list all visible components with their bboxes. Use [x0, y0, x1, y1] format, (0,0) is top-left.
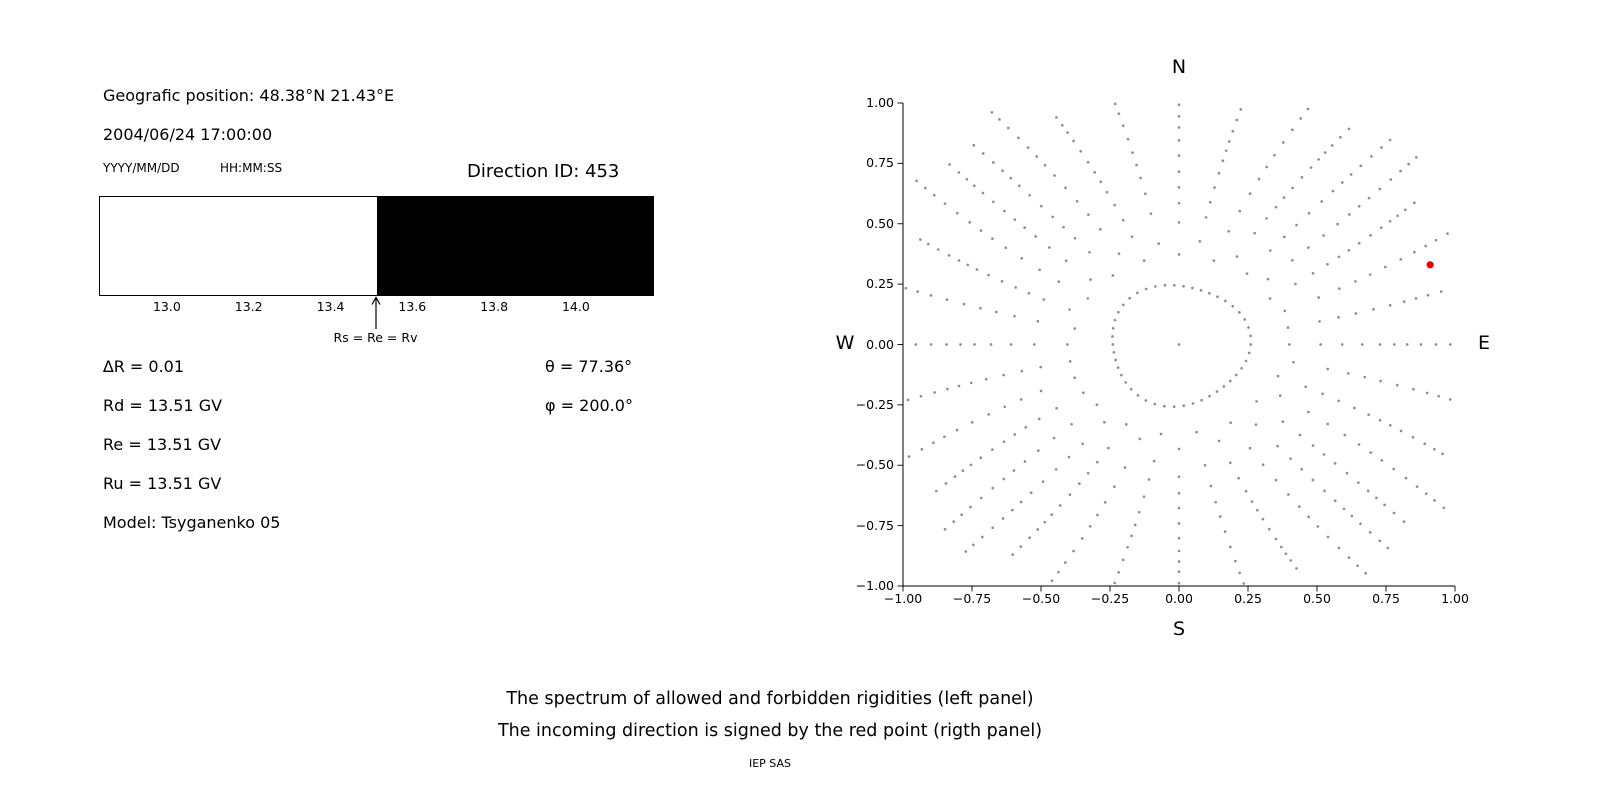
y-tick-label: −0.75 — [855, 517, 894, 533]
param-model: Model: Tsyganenko 05 — [103, 513, 281, 532]
direction-scatter-plot — [897, 102, 1456, 592]
compass-east-label: E — [1477, 332, 1491, 354]
caption-line-2: The incoming direction is signed by the … — [497, 721, 1043, 741]
x-tick-label: 1.00 — [1441, 591, 1469, 606]
y-tick-label: 0.25 — [866, 275, 894, 291]
compass-north-label: N — [1171, 56, 1187, 78]
spectrum-x-tick-label: 13.8 — [480, 299, 509, 314]
y-tick-label: 1.00 — [866, 94, 894, 110]
cutoff-arrow-up-icon — [370, 296, 381, 329]
compass-south-label: S — [1172, 618, 1186, 640]
spectrum-x-tick-label: 13.0 — [152, 299, 181, 314]
x-tick-label: −0.50 — [1021, 591, 1061, 606]
y-tick-label: 0.75 — [866, 155, 894, 171]
x-tick-label: 0.50 — [1303, 591, 1331, 606]
param-re: Re = 13.51 GV — [103, 435, 222, 454]
y-tick-label: −0.25 — [855, 396, 894, 412]
cutoff-arrow-label: Rs = Re = Rv — [333, 330, 418, 345]
phi-label: φ = 200.0° — [545, 396, 633, 415]
datetime-label: 2004/06/24 17:00:00 — [103, 125, 273, 144]
x-tick-label: 0.00 — [1165, 591, 1193, 606]
geographic-position-label: Geografic position: 48.38°N 21.43°E — [103, 86, 395, 105]
theta-label: θ = 77.36° — [545, 357, 633, 376]
x-tick-label: −0.75 — [952, 591, 992, 606]
param-rd: Rd = 13.51 GV — [103, 396, 223, 415]
x-tick-label: −1.00 — [883, 591, 923, 606]
direction-id-label: Direction ID: 453 — [467, 161, 620, 182]
spectrum-x-tick-label: 13.2 — [234, 299, 263, 314]
y-tick-label: −1.00 — [855, 577, 894, 593]
x-tick-label: −0.25 — [1090, 591, 1130, 606]
param-delta-r: ∆R = 0.01 — [103, 357, 185, 376]
spectrum-x-tick-label: 13.4 — [316, 299, 345, 314]
date-format-label: YYYY/MM/DD — [103, 161, 180, 175]
param-ru: Ru = 13.51 GV — [103, 474, 222, 493]
asymptotic-direction-dots — [904, 102, 1452, 585]
compass-west-label: W — [835, 332, 855, 354]
y-tick-label: 0.50 — [866, 215, 894, 231]
caption-line-1: The spectrum of allowed and forbidden ri… — [506, 689, 1034, 709]
forbidden-region — [376, 197, 653, 295]
spectrum-x-tick-label: 14.0 — [561, 299, 590, 314]
y-tick-label: 0.00 — [866, 336, 894, 352]
spectrum-x-tick-label: 13.6 — [398, 299, 427, 314]
x-tick-label: 0.25 — [1234, 591, 1262, 606]
spectrum-plot — [99, 196, 654, 296]
credit-label: IEP SAS — [748, 757, 792, 770]
red-point-marker — [1426, 261, 1434, 269]
time-format-label: HH:MM:SS — [220, 161, 283, 175]
x-tick-label: 0.75 — [1372, 591, 1400, 606]
spectrum-x-ticks: 13.0 13.2 13.4 13.6 13.8 14.0 — [0, 299, 720, 317]
y-tick-label: −0.50 — [855, 457, 894, 472]
